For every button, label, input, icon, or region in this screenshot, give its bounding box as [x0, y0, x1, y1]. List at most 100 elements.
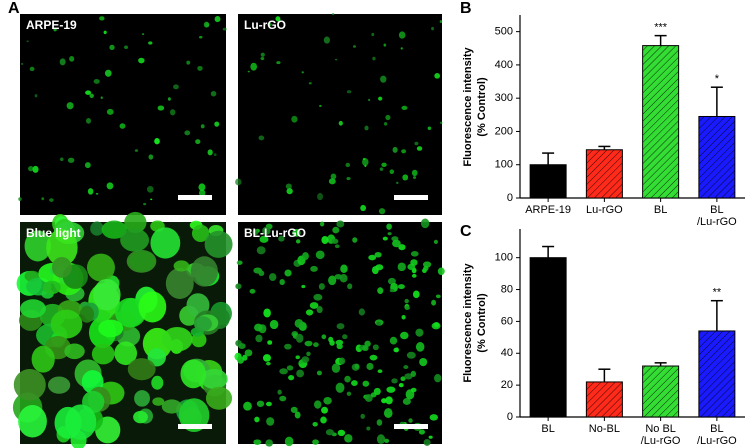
cell [402, 174, 409, 181]
cell [265, 439, 273, 447]
cell [64, 343, 85, 360]
significance: ** [713, 287, 722, 299]
cell [178, 398, 210, 432]
bar [642, 365, 680, 418]
cell [284, 269, 292, 277]
scale-bar [178, 424, 212, 429]
cell [247, 70, 250, 73]
cell [316, 305, 323, 314]
cell [423, 265, 429, 271]
cell [364, 340, 371, 347]
cell [313, 293, 323, 301]
y-tick-label: 0 [507, 411, 513, 423]
cell [366, 362, 374, 371]
cell [364, 164, 367, 168]
y-tick-label: 500 [495, 26, 513, 38]
cell [207, 149, 213, 156]
cell [262, 226, 271, 235]
cell [404, 298, 409, 304]
cell [344, 434, 353, 443]
cell [392, 146, 398, 153]
cell [236, 260, 243, 265]
cell [376, 419, 383, 426]
cell [342, 334, 348, 340]
cell [317, 192, 324, 201]
cell [134, 149, 139, 152]
cell [79, 305, 95, 323]
cell [323, 36, 330, 44]
cell [403, 365, 409, 370]
cell [278, 235, 285, 242]
cell [252, 229, 259, 236]
cell [385, 396, 393, 405]
cell [42, 280, 61, 295]
cell [362, 158, 369, 166]
cell [358, 308, 365, 316]
significance: *** [654, 22, 668, 34]
cell [308, 82, 312, 85]
cell [60, 157, 64, 162]
cell [294, 319, 304, 328]
cell [378, 96, 383, 101]
cell [103, 30, 107, 35]
cell [184, 130, 191, 136]
cell [431, 26, 435, 31]
cell [315, 250, 325, 260]
cell [173, 260, 190, 272]
cell [222, 27, 227, 31]
cell [316, 370, 322, 376]
bar [698, 115, 736, 199]
cell [339, 274, 348, 283]
cell [235, 178, 242, 186]
x-tick-label: ARPE-19 [525, 204, 571, 216]
cell [345, 162, 351, 168]
cell [368, 98, 371, 102]
cell [298, 360, 304, 364]
cell [301, 356, 310, 363]
cell [360, 204, 367, 212]
cell [292, 228, 301, 237]
cell [439, 121, 443, 125]
cell [276, 61, 281, 65]
bar [585, 381, 623, 418]
cell [286, 365, 294, 371]
cell [383, 122, 388, 126]
cell [151, 375, 164, 390]
cell [258, 135, 265, 141]
scale-bar [394, 195, 428, 200]
cell [165, 267, 194, 299]
cell [396, 181, 399, 185]
cell [387, 232, 392, 236]
cell [404, 373, 413, 380]
cell [173, 84, 179, 90]
cell [253, 439, 262, 445]
cell [284, 436, 294, 447]
cell [352, 237, 358, 243]
cell [195, 139, 201, 145]
cell [244, 349, 253, 357]
cell [148, 154, 154, 160]
cell [384, 438, 390, 443]
cell [242, 354, 248, 361]
cell [435, 294, 441, 299]
cell [312, 422, 318, 427]
cell [336, 220, 345, 228]
cell [106, 182, 114, 190]
cell [255, 334, 263, 343]
cell [20, 299, 46, 319]
cell [319, 104, 322, 108]
cell [254, 323, 263, 332]
cell [99, 16, 105, 21]
cell [433, 321, 440, 328]
cell [376, 434, 386, 445]
cell [398, 382, 404, 388]
cell [351, 380, 358, 387]
cell [50, 309, 83, 339]
cell [85, 90, 92, 95]
panel-label: A [8, 0, 20, 17]
cell [320, 416, 327, 424]
cell [243, 401, 252, 411]
x-tick-label: BL [541, 423, 554, 435]
